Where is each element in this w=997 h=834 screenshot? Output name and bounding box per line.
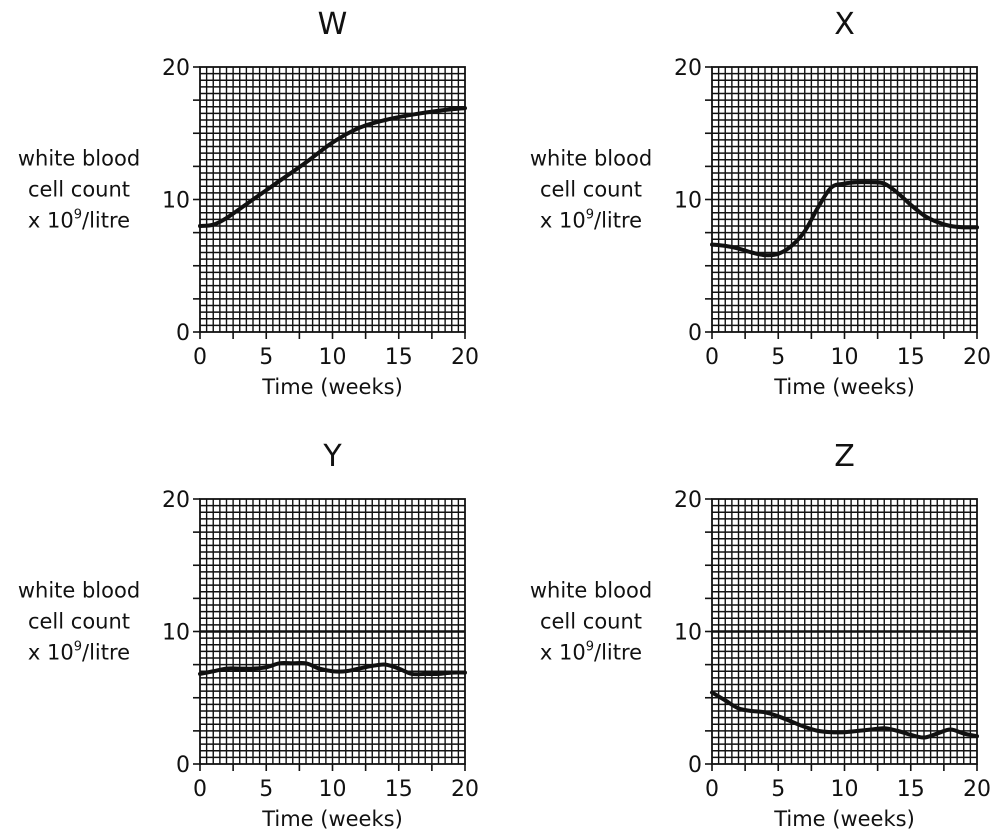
chart-x-series-line [710,180,979,258]
chart-y: Y 0 10 20 0 5 10 15 20 Time (weeks) white blood cel… [18,439,479,831]
x-tick-label: 5 [771,777,785,802]
y-axis-label-part: x 10 [540,641,586,665]
y-tick-label: 0 [176,321,190,346]
chart-z-series-line [710,690,979,740]
y-tick-label: 0 [176,753,190,778]
chart-x-y-axis-label-line1: white blood [530,147,652,171]
x-tick-label: 20 [963,345,991,370]
x-tick-label: 10 [319,345,347,370]
chart-w-y-axis-label-line3: x 109/litre [28,208,130,233]
y-tick-label: 20 [674,56,702,81]
y-tick-label: 10 [674,621,702,646]
y-axis-label-part: /litre [594,209,642,233]
chart-y-x-axis-label: Time (weeks) [261,807,403,831]
x-tick-label: 15 [385,777,413,802]
y-tick-label: 10 [162,621,190,646]
y-axis-label-exponent: 9 [74,208,82,223]
y-tick-label: 20 [162,56,190,81]
chart-x: X 0 10 20 0 5 10 15 20 Time (weeks) white blood cel… [530,7,991,399]
y-axis-label-exponent: 9 [586,640,594,655]
chart-x-y-axis-label-line2: cell count [540,178,642,202]
chart-z: Z 0 10 20 0 5 10 15 20 Time (weeks) white blood cel… [530,439,991,831]
chart-y-y-axis-label-line2: cell count [28,610,130,634]
y-axis-label-exponent: 9 [586,208,594,223]
y-tick-label: 0 [688,753,702,778]
y-axis-label-part: /litre [594,641,642,665]
chart-y-series-line [198,660,467,677]
chart-y-title: Y [322,439,342,474]
chart-z-x-axis-label: Time (weeks) [773,807,915,831]
x-tick-label: 10 [831,777,859,802]
x-tick-label: 5 [259,777,273,802]
y-axis-label-part: x 10 [540,209,586,233]
chart-w-series-line [198,106,467,228]
chart-y-y-axis-label-line3: x 109/litre [28,640,130,665]
x-tick-label: 15 [897,345,925,370]
y-axis-label-part: x 10 [28,641,74,665]
x-tick-label: 10 [831,345,859,370]
y-axis-label-part: /litre [82,209,130,233]
chart-z-y-axis-label-line3: x 109/litre [540,640,642,665]
x-tick-label: 10 [319,777,347,802]
chart-w-x-axis-label: Time (weeks) [261,375,403,399]
chart-x-title: X [834,7,855,42]
chart-w: W 0 10 20 0 5 10 15 20 Time (weeks) white blood cel… [18,7,479,399]
chart-z-y-axis-label-line2: cell count [540,610,642,634]
chart-y-y-axis-label-line1: white blood [18,579,140,603]
x-tick-label: 15 [897,777,925,802]
x-tick-label: 0 [193,345,207,370]
x-tick-label: 20 [451,345,479,370]
y-axis-label-exponent: 9 [74,640,82,655]
y-axis-label-part: /litre [82,641,130,665]
x-tick-label: 0 [193,777,207,802]
chart-x-x-axis-label: Time (weeks) [773,375,915,399]
x-tick-label: 20 [451,777,479,802]
y-tick-label: 0 [688,321,702,346]
y-tick-label: 20 [674,488,702,513]
chart-z-title: Z [834,439,855,474]
chart-w-title: W [318,7,348,42]
y-axis-label-part: x 10 [28,209,74,233]
x-tick-label: 5 [771,345,785,370]
y-tick-label: 10 [162,189,190,214]
x-tick-label: 0 [705,777,719,802]
x-tick-label: 0 [705,345,719,370]
y-tick-label: 20 [162,488,190,513]
y-tick-label: 10 [674,189,702,214]
chart-w-y-axis-label-line2: cell count [28,178,130,202]
chart-w-y-axis-label-line1: white blood [18,147,140,171]
x-tick-label: 15 [385,345,413,370]
x-tick-label: 20 [963,777,991,802]
chart-x-y-axis-label-line3: x 109/litre [540,208,642,233]
chart-z-y-axis-label-line1: white blood [530,579,652,603]
x-tick-label: 5 [259,345,273,370]
